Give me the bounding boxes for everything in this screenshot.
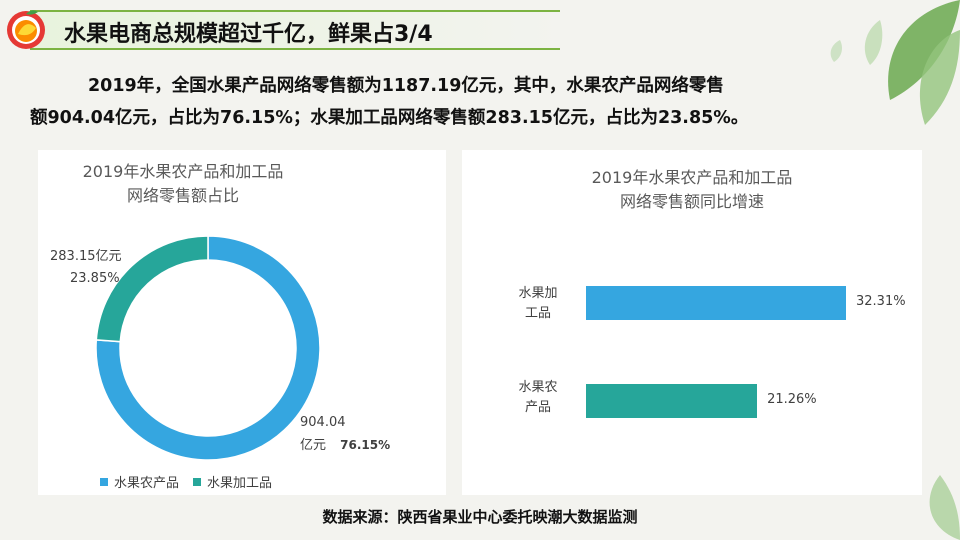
fruit-logo-icon (7, 10, 45, 49)
donut-legend: 水果农产品 水果加工品 (100, 472, 272, 491)
donut-slice-fresh (95, 235, 321, 461)
donut-slice-processed (95, 235, 209, 343)
legend-label-processed: 水果加工品 (207, 476, 273, 491)
legend-label-fresh: 水果农产品 (114, 476, 180, 491)
slice-label-fresh: 904.04 亿元 76.15% (300, 412, 390, 457)
slice-label-fresh-percent: 76.15% (340, 438, 391, 452)
page-title: 水果电商总规模超过千亿，鲜果占3/4 (64, 22, 433, 47)
bar-value-processed: 32.31% (856, 294, 906, 309)
bar-value-fresh: 21.26% (767, 392, 817, 407)
slice-label-fresh-unit: 亿元 (300, 438, 327, 453)
intro-line-2: 额904.04亿元，占比为76.15%；水果加工品网络零售额283.15亿元，占… (30, 108, 749, 128)
slice-label-processed: 283.15亿元 23.85% (50, 246, 122, 290)
legend-item-processed: 水果加工品 (193, 472, 272, 491)
bar-chart-title: 2019年水果农产品和加工品 网络零售额同比增速 (462, 166, 922, 214)
bar-category-processed-line-2: 工品 (524, 306, 551, 321)
slice-label-processed-percent: 23.85% (70, 271, 120, 286)
leaf-decoration (830, 0, 960, 125)
intro-paragraph: 2019年，全国水果产品网络零售额为1187.19亿元，其中，水果农产品网络零售… (30, 70, 930, 134)
legend-swatch-processed (193, 477, 202, 486)
bar-title-line-2: 网络零售额同比增速 (619, 192, 764, 211)
bar-chart-panel: 2019年水果农产品和加工品 网络零售额同比增速 水果加 工品 水果农 产品 3… (462, 150, 922, 495)
intro-line-1: 2019年，全国水果产品网络零售额为1187.19亿元，其中，水果农产品网络零售 (88, 76, 724, 96)
bar-category-fresh-line-1: 水果农 (518, 380, 558, 395)
donut-chart-title: 2019年水果农产品和加工品 网络零售额占比 (38, 160, 328, 208)
legend-item-fresh: 水果农产品 (100, 472, 179, 491)
donut-chart (95, 235, 321, 461)
leaf-decoration-bottom (929, 475, 960, 540)
donut-title-line-1: 2019年水果农产品和加工品 (82, 162, 284, 181)
bar-category-processed-line-1: 水果加 (518, 286, 558, 301)
bar-title-line-1: 2019年水果农产品和加工品 (591, 168, 793, 187)
donut-title-line-2: 网络零售额占比 (126, 186, 239, 205)
title-ribbon (30, 10, 560, 50)
donut-chart-panel: 2019年水果农产品和加工品 网络零售额占比 283.15亿元 23.85% 9… (38, 150, 446, 495)
slice-label-fresh-value: 904.04 (300, 415, 346, 430)
bar-fresh (586, 384, 758, 418)
bar-category-processed: 水果加 工品 (508, 284, 568, 324)
bar-processed (586, 286, 846, 320)
header: 水果电商总规模超过千亿，鲜果占3/4 (0, 6, 560, 50)
data-source: 数据来源：陕西省果业中心委托映潮大数据监测 (322, 508, 638, 526)
slice-label-fresh-row: 亿元 76.15% (300, 434, 390, 457)
bar-category-fresh: 水果农 产品 (508, 378, 568, 418)
slice-label-processed-value: 283.15亿元 (50, 249, 122, 264)
legend-swatch-fresh (100, 477, 108, 486)
bar-category-fresh-line-2: 产品 (524, 400, 551, 415)
